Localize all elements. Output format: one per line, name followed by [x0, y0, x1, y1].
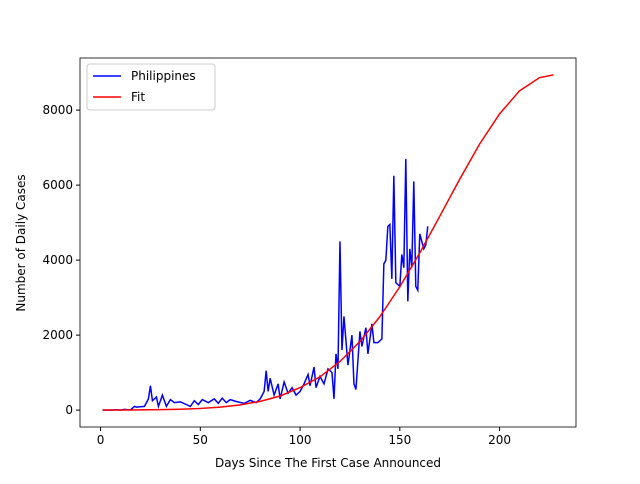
y-tick-label: 4000 — [42, 253, 73, 267]
line — [102, 74, 554, 411]
legend-label: Fit — [131, 90, 145, 104]
y-tick-label: 8000 — [42, 103, 73, 117]
y-axis-label: Number of Daily Cases — [14, 174, 28, 311]
plot-frame — [79, 57, 577, 428]
x-tick-label: 200 — [488, 433, 511, 447]
x-tick-label: 50 — [193, 433, 208, 447]
x-tick-label: 100 — [289, 433, 312, 447]
x-axis-label: Days Since The First Case Announced — [215, 456, 441, 470]
y-tick-label: 0 — [65, 403, 73, 417]
y-tick-label: 2000 — [42, 328, 73, 342]
y-tick-label: 6000 — [42, 178, 73, 192]
legend-label: Philippines — [131, 69, 196, 83]
line — [102, 158, 429, 411]
x-tick-label: 0 — [97, 433, 105, 447]
x-tick-label: 150 — [388, 433, 411, 447]
